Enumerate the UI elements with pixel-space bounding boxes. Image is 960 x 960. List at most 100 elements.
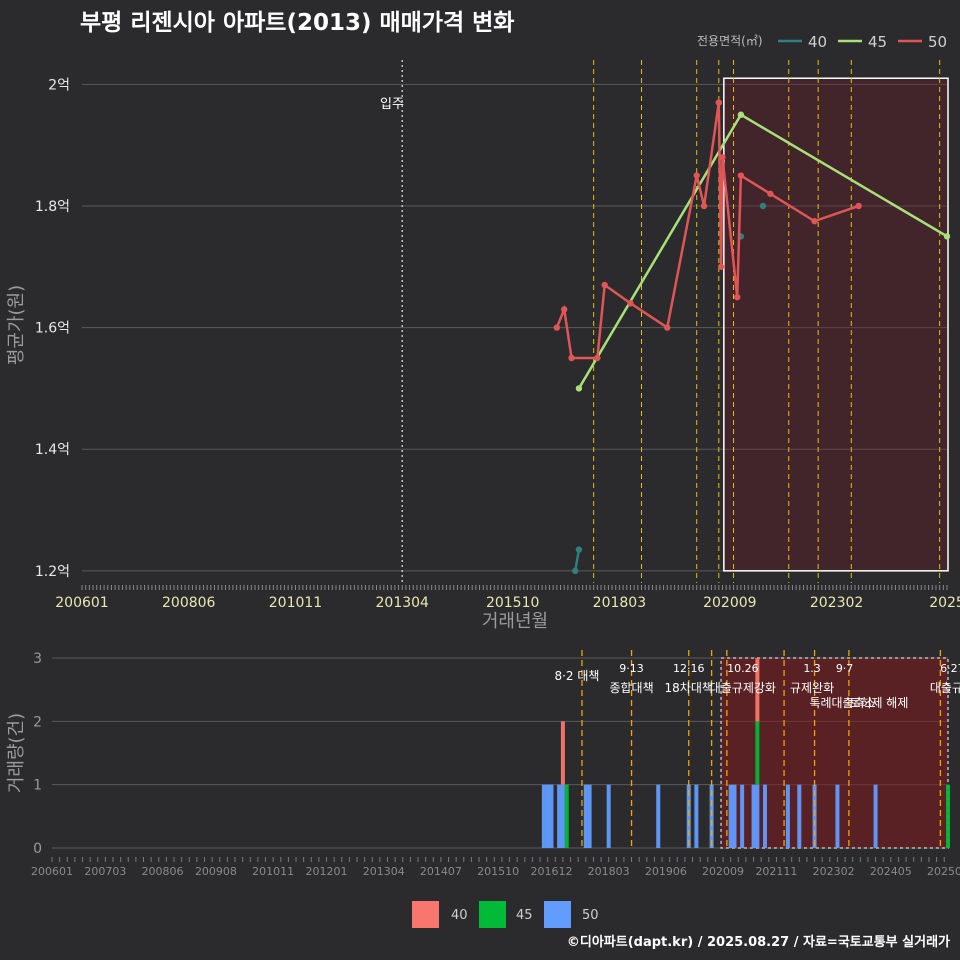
bar-50 bbox=[755, 784, 760, 848]
series-point-50 bbox=[568, 354, 575, 362]
y-tick-label: 1.8억 bbox=[35, 199, 70, 215]
bar-50 bbox=[785, 784, 790, 848]
x-tick-label: 2025 bbox=[929, 595, 960, 611]
bar-50 bbox=[560, 784, 565, 848]
bar-50 bbox=[873, 784, 878, 848]
bar-50 bbox=[541, 784, 546, 848]
series-point-45 bbox=[575, 385, 583, 392]
x-tick-label: 201803 bbox=[593, 595, 646, 611]
series-point-50 bbox=[715, 99, 722, 106]
bar-50 bbox=[812, 784, 817, 848]
policy-annotation: 규제완화 bbox=[790, 681, 834, 695]
policy-annotation: 1.3 bbox=[803, 662, 821, 675]
bottom-legend: 40 45 50 bbox=[412, 901, 599, 928]
bottom-x-tick-label: 201011 bbox=[252, 865, 294, 878]
x-tick-label: 202302 bbox=[810, 595, 863, 611]
series-point-45 bbox=[943, 233, 951, 240]
bar-45 bbox=[755, 721, 760, 785]
series-point-50 bbox=[717, 263, 725, 270]
legend-label-45: 45 bbox=[868, 33, 887, 51]
policy-annotation: 18차대책 bbox=[665, 680, 713, 695]
bar-50 bbox=[583, 784, 588, 848]
bottom-x-tick-label: 202508 bbox=[927, 865, 960, 878]
series-point-50 bbox=[693, 172, 700, 179]
series-point-50 bbox=[811, 217, 818, 225]
bottom-x-axis: 200601 200703 200806 200908 201011 201201 2013… bbox=[31, 857, 960, 878]
top-legend: 전용면적(㎡) 40 45 50 bbox=[697, 33, 947, 51]
series-point-50 bbox=[719, 154, 726, 161]
bottom-x-tick-label: 201407 bbox=[420, 865, 462, 878]
policy-annotation: 9·7 bbox=[836, 662, 854, 675]
bottom-y-tick-label: 1 bbox=[33, 778, 42, 794]
bottom-legend-swatch-40 bbox=[412, 901, 439, 928]
policy-annotation: 10.26 bbox=[727, 662, 759, 675]
bottom-legend-swatch-45 bbox=[479, 901, 506, 928]
top-highlight-window bbox=[723, 77, 949, 572]
y-axis-title: 평균가(원) bbox=[6, 285, 27, 365]
bottom-x-tick-label: 200601 bbox=[31, 865, 73, 878]
series-point-50 bbox=[594, 354, 601, 362]
x-tick-label: 200806 bbox=[162, 595, 216, 611]
bottom-bars bbox=[541, 658, 951, 848]
bottom-x-tick-label: 201510 bbox=[477, 865, 519, 878]
top-series bbox=[553, 99, 951, 575]
bottom-x-tick-label: 201612 bbox=[530, 865, 572, 878]
chart-title: 부평 리젠시아 아파트(2013) 매매가격 변화 bbox=[80, 10, 514, 36]
top-x-axis: 200601 200806 201011 201304 201510 201803 2020… bbox=[55, 585, 960, 611]
series-point-50 bbox=[855, 202, 862, 210]
series-point-50 bbox=[560, 306, 568, 313]
policy-annotation: 특례대출축소 bbox=[809, 696, 875, 710]
series-point-50 bbox=[700, 202, 708, 210]
series-point-50 bbox=[767, 190, 774, 197]
bottom-legend-label-40: 40 bbox=[451, 908, 468, 923]
legend-label-50: 50 bbox=[928, 33, 947, 51]
bottom-legend-swatch-50 bbox=[544, 901, 571, 928]
series-point-40 bbox=[575, 546, 583, 553]
bottom-x-tick-label: 200908 bbox=[195, 865, 237, 878]
y-tick-label: 1.2억 bbox=[35, 564, 70, 580]
bar-50 bbox=[549, 784, 554, 848]
bar-50 bbox=[797, 784, 802, 848]
bottom-y-axis-title: 거래량(건) bbox=[6, 713, 27, 793]
bottom-x-tick-label: 201803 bbox=[588, 865, 630, 878]
x-axis-title: 거래년월 bbox=[482, 611, 548, 632]
bar-50 bbox=[709, 784, 714, 848]
bottom-x-tick-label: 202111 bbox=[755, 865, 797, 878]
bottom-policy-lines bbox=[581, 650, 942, 848]
bottom-x-tick-label: 200703 bbox=[84, 865, 126, 878]
bottom-y-tick-label: 2 bbox=[33, 714, 42, 730]
policy-annotation: 6·27 bbox=[940, 662, 960, 675]
legend-label-40: 40 bbox=[808, 33, 827, 51]
bar-50 bbox=[732, 784, 737, 848]
bar-50 bbox=[656, 784, 661, 848]
legend-title: 전용면적(㎡) bbox=[697, 34, 763, 48]
series-point-45 bbox=[737, 111, 745, 118]
bottom-legend-label-45: 45 bbox=[516, 908, 533, 923]
top-policy-lines bbox=[401, 60, 941, 583]
series-point-50 bbox=[737, 172, 745, 179]
series-point-50 bbox=[601, 281, 608, 289]
series-point-50 bbox=[627, 300, 634, 307]
y-tick-label: 1.6억 bbox=[35, 321, 70, 337]
bar-40 bbox=[560, 721, 565, 785]
policy-annotation: 9·13 bbox=[619, 662, 644, 675]
series-point-50 bbox=[734, 293, 741, 301]
policy-annotation: 대출규제강화 bbox=[710, 681, 776, 695]
bar-50 bbox=[686, 784, 691, 848]
bottom-x-tick-label: 202405 bbox=[870, 865, 912, 878]
y-tick-label: 1.4억 bbox=[35, 442, 70, 458]
bar-50 bbox=[545, 784, 550, 848]
policy-annotation: 토허제 해제 bbox=[849, 696, 908, 710]
bottom-y-tick-label: 0 bbox=[33, 841, 42, 857]
series-point-50 bbox=[664, 324, 671, 331]
policy-annotation: 12·16 bbox=[673, 662, 705, 675]
policy-annotation: 대출규 bbox=[930, 681, 960, 695]
series-point-40 bbox=[572, 567, 579, 575]
move-in-label: 입주 bbox=[380, 97, 404, 112]
bottom-x-tick-label: 201906 bbox=[645, 865, 687, 878]
y-tick-label: 2억 bbox=[48, 77, 70, 93]
bar-50 bbox=[762, 784, 767, 848]
bottom-x-tick-label: 202302 bbox=[813, 865, 855, 878]
bar-45 bbox=[564, 784, 569, 848]
